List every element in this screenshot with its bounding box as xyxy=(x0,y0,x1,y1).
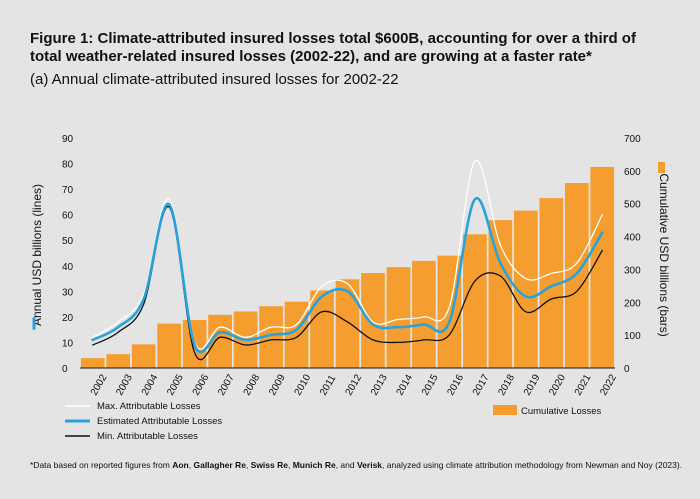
estimated-losses-line xyxy=(91,196,604,354)
x-tick-label: 2005 xyxy=(165,372,186,397)
right-tick-label: 100 xyxy=(624,331,641,342)
left-tick-label: 90 xyxy=(62,134,74,145)
source-aon: Aon xyxy=(172,460,189,470)
lines-layer xyxy=(91,159,604,361)
source-gallagher-re: Gallagher Re xyxy=(193,460,246,470)
left-axis-legend-swatch xyxy=(32,317,36,330)
chart-subtitle: (a) Annual climate-attributed insured lo… xyxy=(30,71,399,88)
left-tick-label: 60 xyxy=(62,211,74,222)
cumulative-bar-2003 xyxy=(106,354,131,368)
footnote-sep: , xyxy=(287,460,293,470)
footnote-suffix: , analyzed using climate attribution met… xyxy=(382,460,683,470)
x-tick-label: 2010 xyxy=(293,372,314,397)
x-tick-label: 2022 xyxy=(598,372,619,397)
x-tick-label: 2003 xyxy=(114,372,135,397)
left-tick-label: 30 xyxy=(62,287,74,298)
cumulative-bar-2020 xyxy=(539,198,564,368)
footnote-sep: , xyxy=(188,460,194,470)
x-tick-label: 2012 xyxy=(344,372,365,397)
x-tick-label: 2009 xyxy=(267,372,288,397)
legend-max-label: Max. Attributable Losses xyxy=(97,401,201,412)
left-axis-ticks: 0 10 20 30 40 50 60 70 80 90 xyxy=(62,134,74,375)
cumulative-bar-2016 xyxy=(437,255,462,368)
x-tick-label: 2016 xyxy=(445,372,466,397)
x-tick-label: 2014 xyxy=(395,372,416,397)
legend-min-label: Min. Attributable Losses xyxy=(97,431,198,442)
footnote-sep: , and xyxy=(335,460,357,470)
x-tick-label: 2004 xyxy=(140,372,161,397)
x-tick-label: 2011 xyxy=(318,373,338,398)
right-tick-label: 300 xyxy=(624,265,641,276)
right-tick-label: 700 xyxy=(624,134,641,145)
legend-estimated-label: Estimated Attributable Losses xyxy=(97,416,222,427)
x-tick-label: 2013 xyxy=(369,372,390,397)
left-tick-label: 40 xyxy=(62,262,74,273)
x-axis-ticks: 2002 2003 2004 2005 2006 2007 2008 2009 2010 2011… xyxy=(89,372,619,397)
footnote-prefix: *Data based on reported figures from xyxy=(30,460,173,470)
x-tick-label: 2019 xyxy=(522,372,543,397)
right-axis-label: Cumulative USD billions (bars) xyxy=(657,173,671,336)
left-tick-label: 70 xyxy=(62,185,74,196)
legend-bars-label: Cumulative Losses xyxy=(521,406,602,417)
right-axis-legend-swatch xyxy=(658,162,665,173)
right-tick-label: 400 xyxy=(624,233,641,244)
footnote: *Data based on reported figures from Aon… xyxy=(30,460,690,471)
right-tick-label: 0 xyxy=(624,364,630,375)
cumulative-bar-2004 xyxy=(131,344,156,368)
x-tick-label: 2008 xyxy=(242,372,263,397)
x-tick-label: 2020 xyxy=(547,372,568,397)
chart-title: Figure 1: Climate-attributed insured los… xyxy=(30,30,636,65)
source-swiss-re: Swiss Re xyxy=(250,460,288,470)
right-tick-label: 500 xyxy=(624,200,641,211)
cumulative-bar-2015 xyxy=(412,260,436,368)
source-munich-re: Munich Re xyxy=(292,460,336,470)
cumulative-bar-2005 xyxy=(157,323,182,368)
left-tick-label: 0 xyxy=(62,364,68,375)
cumulative-bar-2022 xyxy=(590,166,615,368)
right-tick-label: 600 xyxy=(624,167,641,178)
x-tick-label: 2017 xyxy=(471,372,492,397)
legend: Max. Attributable Losses Estimated Attri… xyxy=(65,401,602,442)
x-tick-label: 2015 xyxy=(420,372,441,397)
cumulative-bar-2017 xyxy=(463,234,487,368)
x-tick-label: 2006 xyxy=(191,372,212,397)
left-axis-label: Annual USD billions (lines) xyxy=(30,184,44,326)
cumulative-bar-2013 xyxy=(361,273,385,368)
cumulative-bar-2019 xyxy=(513,210,538,368)
cumulative-bar-2009 xyxy=(259,306,283,368)
cumulative-bar-2011 xyxy=(310,290,334,368)
right-axis-ticks: 0 100 200 300 400 500 600 700 xyxy=(624,134,641,375)
left-tick-label: 80 xyxy=(62,160,74,171)
legend-bars-swatch xyxy=(493,405,517,415)
cumulative-bar-2002 xyxy=(80,358,105,368)
bars-layer xyxy=(80,166,615,368)
source-verisk: Verisk xyxy=(356,460,383,470)
left-tick-label: 20 xyxy=(62,313,74,324)
footnote-sep: , xyxy=(245,460,251,470)
x-tick-label: 2002 xyxy=(89,372,110,397)
x-tick-label: 2018 xyxy=(496,372,517,397)
left-tick-label: 50 xyxy=(62,236,74,247)
x-tick-label: 2007 xyxy=(216,372,237,397)
x-tick-label: 2021 xyxy=(573,372,594,397)
cumulative-bar-2010 xyxy=(284,301,309,368)
cumulative-bar-2014 xyxy=(386,267,411,368)
cumulative-bar-2012 xyxy=(335,279,360,368)
right-tick-label: 200 xyxy=(624,298,641,309)
left-tick-label: 10 xyxy=(62,338,74,349)
cumulative-bar-2021 xyxy=(564,183,589,368)
